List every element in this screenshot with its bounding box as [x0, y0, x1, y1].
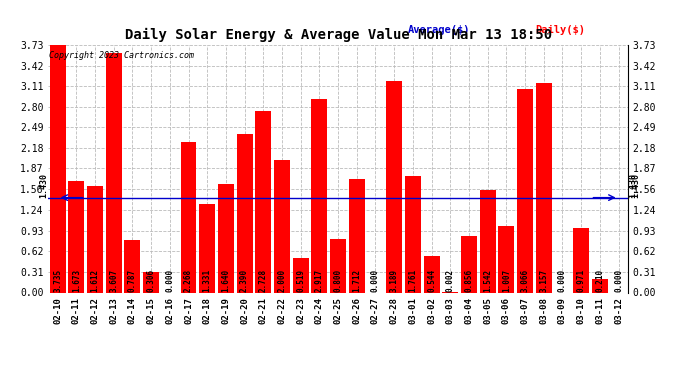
Bar — [144, 272, 159, 292]
Text: 3.066: 3.066 — [520, 269, 529, 292]
Bar — [218, 184, 234, 292]
Text: 1.331: 1.331 — [203, 269, 212, 292]
Text: 0.800: 0.800 — [333, 269, 343, 292]
Text: 0.210: 0.210 — [595, 269, 604, 292]
Bar — [181, 142, 197, 292]
Text: 0.000: 0.000 — [166, 269, 175, 292]
Bar — [106, 53, 121, 292]
Bar — [424, 256, 440, 292]
Text: 0.787: 0.787 — [128, 269, 137, 292]
Text: 2.390: 2.390 — [240, 269, 249, 292]
Text: 1.430: 1.430 — [628, 172, 637, 198]
Text: 0.519: 0.519 — [296, 269, 305, 292]
Bar — [199, 204, 215, 292]
Bar — [87, 186, 103, 292]
Bar — [274, 160, 290, 292]
Bar — [349, 179, 365, 292]
Bar — [330, 239, 346, 292]
Bar — [517, 89, 533, 292]
Bar — [124, 240, 140, 292]
Text: 1.430: 1.430 — [631, 172, 640, 198]
Text: 2.917: 2.917 — [315, 269, 324, 292]
Bar — [405, 176, 421, 292]
Text: 0.971: 0.971 — [577, 269, 586, 292]
Bar — [592, 279, 608, 292]
Text: 0.544: 0.544 — [427, 269, 436, 292]
Bar — [237, 134, 253, 292]
Text: 0.002: 0.002 — [446, 269, 455, 292]
Text: 2.728: 2.728 — [259, 269, 268, 292]
Title: Daily Solar Energy & Average Value Mon Mar 13 18:50: Daily Solar Energy & Average Value Mon M… — [124, 28, 552, 42]
Text: 3.157: 3.157 — [540, 269, 549, 292]
Bar — [255, 111, 271, 292]
Text: 1.761: 1.761 — [408, 269, 417, 292]
Text: 3.735: 3.735 — [53, 269, 62, 292]
Bar — [311, 99, 327, 292]
Bar — [573, 228, 589, 292]
Text: Daily($): Daily($) — [535, 25, 585, 35]
Text: 3.607: 3.607 — [109, 269, 118, 292]
Text: 0.856: 0.856 — [464, 269, 473, 292]
Text: 1.640: 1.640 — [221, 269, 230, 292]
Text: 1.612: 1.612 — [90, 269, 99, 292]
Bar — [68, 182, 84, 292]
Text: 1.007: 1.007 — [502, 269, 511, 292]
Bar — [293, 258, 308, 292]
Text: 2.268: 2.268 — [184, 269, 193, 292]
Text: 1.712: 1.712 — [353, 269, 362, 292]
Bar — [536, 83, 552, 292]
Bar — [50, 45, 66, 292]
Text: 0.000: 0.000 — [558, 269, 567, 292]
Text: Average($): Average($) — [408, 25, 470, 35]
Bar — [498, 226, 514, 292]
Text: 1.542: 1.542 — [483, 269, 492, 292]
Text: 1.673: 1.673 — [72, 269, 81, 292]
Text: 0.306: 0.306 — [147, 269, 156, 292]
Bar — [386, 81, 402, 292]
Text: 0.000: 0.000 — [371, 269, 380, 292]
Text: Copyright 2023 Cartronics.com: Copyright 2023 Cartronics.com — [50, 51, 195, 60]
Bar — [461, 236, 477, 292]
Text: 1.430: 1.430 — [39, 172, 48, 198]
Text: 2.000: 2.000 — [277, 269, 286, 292]
Text: 0.000: 0.000 — [614, 269, 623, 292]
Text: 3.189: 3.189 — [390, 269, 399, 292]
Bar — [480, 190, 495, 292]
